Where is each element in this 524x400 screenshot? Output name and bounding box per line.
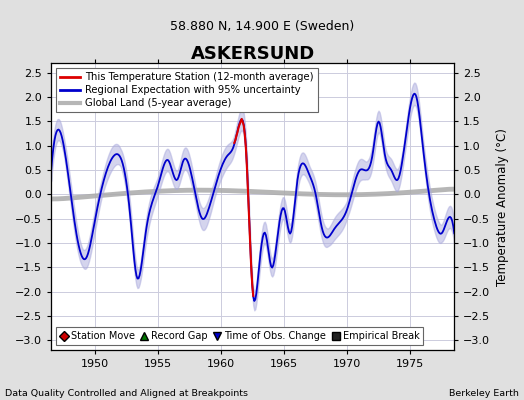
Title: ASKERSUND: ASKERSUND — [191, 45, 315, 63]
Y-axis label: Temperature Anomaly (°C): Temperature Anomaly (°C) — [496, 128, 509, 286]
Legend: Station Move, Record Gap, Time of Obs. Change, Empirical Break: Station Move, Record Gap, Time of Obs. C… — [56, 327, 423, 345]
Text: 58.880 N, 14.900 E (Sweden): 58.880 N, 14.900 E (Sweden) — [170, 20, 354, 33]
Text: Data Quality Controlled and Aligned at Breakpoints: Data Quality Controlled and Aligned at B… — [5, 389, 248, 398]
Text: Berkeley Earth: Berkeley Earth — [449, 389, 519, 398]
